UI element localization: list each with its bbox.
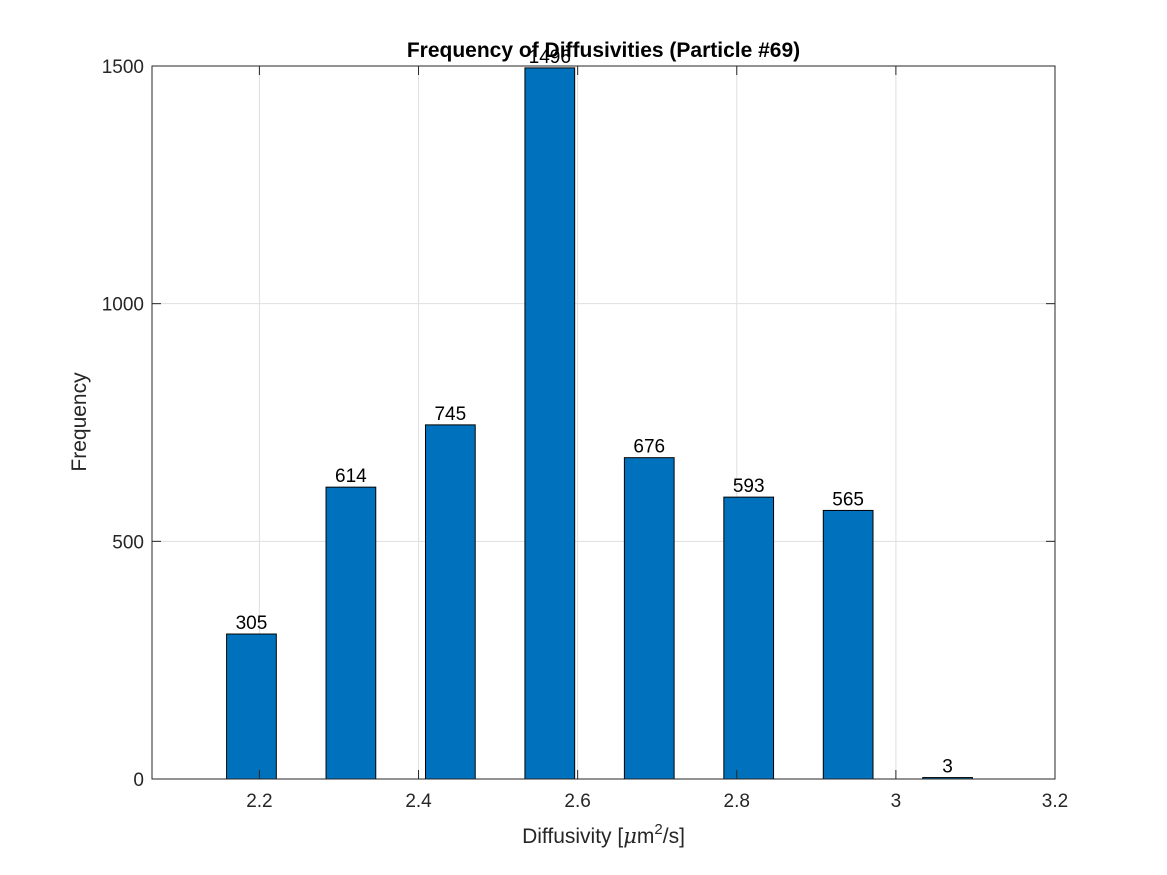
histogram-bar — [424, 424, 476, 780]
histogram-bar — [524, 67, 576, 780]
bar-value-label: 593 — [733, 476, 765, 497]
histogram-bar — [723, 496, 775, 780]
bar-value-label: 745 — [434, 404, 466, 425]
bar-value-label: 614 — [335, 466, 367, 487]
chart-title: Frequency of Diffusivities (Particle #69… — [407, 39, 800, 62]
data-labels: 305 614 745 1496 676 593 565 3 — [236, 47, 953, 778]
x-tick-label: 2.2 — [246, 791, 272, 812]
y-tick-label: 0 — [133, 770, 144, 791]
bar-value-label: 3 — [942, 757, 953, 778]
y-axis-label: Frequency — [68, 372, 91, 472]
x-tick-label: 2.8 — [724, 791, 750, 812]
axes-box — [151, 65, 1056, 780]
plot-area — [152, 66, 1055, 779]
bar-value-label: 565 — [832, 489, 864, 510]
x-tick-label: 3 — [891, 791, 902, 812]
histogram-bar — [226, 633, 277, 780]
histogram-bar — [623, 457, 675, 780]
bar-value-label: 305 — [236, 613, 268, 634]
x-axis-label: Diffusivity [μm2/s] — [522, 821, 685, 848]
histogram-bar — [325, 486, 377, 780]
y-tick-label: 500 — [112, 532, 144, 553]
x-tick-label: 2.6 — [564, 791, 590, 812]
x-tick-label: 2.4 — [405, 791, 432, 812]
axis-ticks: 2.2 2.4 2.6 2.8 3 3.2 0 500 1000 1500 — [102, 57, 1068, 812]
y-tick-label: 1500 — [102, 57, 144, 78]
y-tick-label: 1000 — [102, 295, 144, 316]
bar-value-label: 1496 — [529, 47, 571, 68]
x-tick-label: 3.2 — [1042, 791, 1068, 812]
histogram-bar — [822, 509, 874, 780]
bars — [226, 67, 973, 780]
bar-value-label: 676 — [633, 437, 665, 458]
